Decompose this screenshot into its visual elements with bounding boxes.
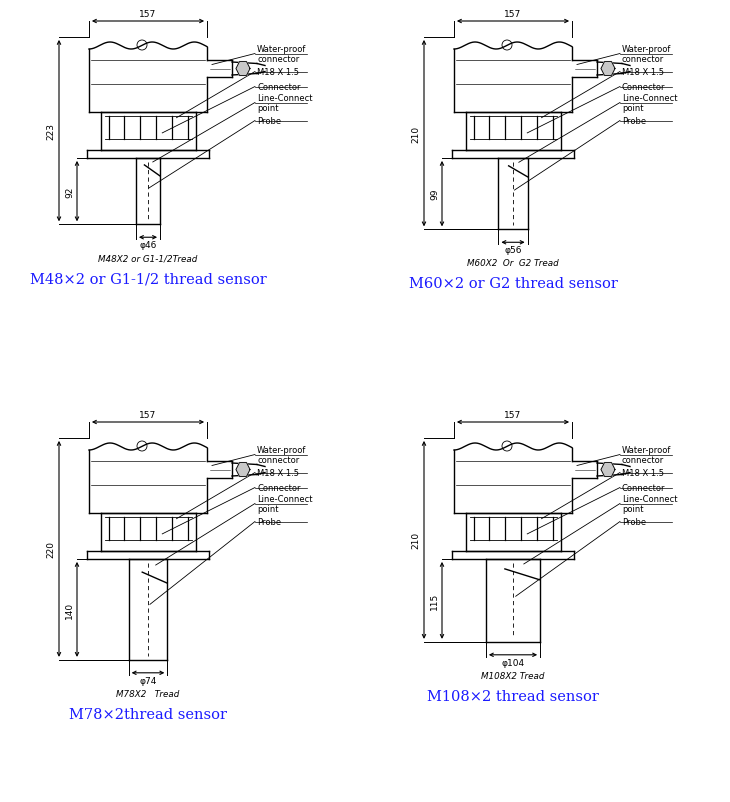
Text: Probe: Probe bbox=[257, 117, 281, 126]
Text: Water-proof
connector: Water-proof connector bbox=[622, 445, 672, 464]
Text: 210: 210 bbox=[411, 532, 420, 549]
Text: φ104: φ104 bbox=[502, 658, 525, 667]
Text: Water-proof
connector: Water-proof connector bbox=[622, 45, 672, 64]
Text: M18 X 1.5: M18 X 1.5 bbox=[257, 68, 299, 77]
Text: Line-Connect
point: Line-Connect point bbox=[622, 494, 677, 513]
Text: φ46: φ46 bbox=[139, 241, 157, 250]
Polygon shape bbox=[236, 463, 250, 477]
Text: Connector: Connector bbox=[257, 484, 301, 492]
Text: Connector: Connector bbox=[622, 83, 666, 92]
Polygon shape bbox=[236, 63, 250, 76]
Text: M60X2  Or  G2 Tread: M60X2 Or G2 Tread bbox=[467, 259, 558, 268]
Text: M78X2   Tread: M78X2 Tread bbox=[116, 689, 180, 698]
Text: Probe: Probe bbox=[257, 517, 281, 526]
Text: Connector: Connector bbox=[622, 484, 666, 492]
Text: 157: 157 bbox=[504, 10, 522, 19]
Text: M48×2 or G1-1/2 thread sensor: M48×2 or G1-1/2 thread sensor bbox=[30, 272, 266, 286]
Text: Line-Connect
point: Line-Connect point bbox=[257, 494, 312, 513]
Text: Probe: Probe bbox=[622, 517, 646, 526]
Text: 157: 157 bbox=[139, 411, 157, 419]
Text: Line-Connect
point: Line-Connect point bbox=[257, 94, 312, 113]
Text: 140: 140 bbox=[65, 601, 74, 618]
Text: M60×2 or G2 thread sensor: M60×2 or G2 thread sensor bbox=[409, 277, 618, 291]
Text: M78×2thread sensor: M78×2thread sensor bbox=[69, 707, 227, 721]
Text: M108×2 thread sensor: M108×2 thread sensor bbox=[427, 689, 599, 703]
Text: Water-proof
connector: Water-proof connector bbox=[257, 445, 307, 464]
Text: 92: 92 bbox=[65, 186, 74, 197]
Text: M108X2 Tread: M108X2 Tread bbox=[481, 671, 545, 680]
Text: M18 X 1.5: M18 X 1.5 bbox=[622, 68, 664, 77]
Text: φ74: φ74 bbox=[139, 676, 157, 685]
Text: Water-proof
connector: Water-proof connector bbox=[257, 45, 307, 64]
Text: Connector: Connector bbox=[257, 83, 301, 92]
Text: 220: 220 bbox=[46, 541, 55, 557]
Text: 99: 99 bbox=[430, 188, 439, 200]
Text: Probe: Probe bbox=[622, 117, 646, 126]
Polygon shape bbox=[601, 463, 615, 477]
Text: 157: 157 bbox=[504, 411, 522, 419]
Text: 223: 223 bbox=[46, 123, 55, 140]
Text: Line-Connect
point: Line-Connect point bbox=[622, 94, 677, 113]
Text: 210: 210 bbox=[411, 125, 420, 143]
Text: M18 X 1.5: M18 X 1.5 bbox=[257, 468, 299, 477]
Text: φ56: φ56 bbox=[504, 246, 522, 255]
Text: 157: 157 bbox=[139, 10, 157, 19]
Text: M18 X 1.5: M18 X 1.5 bbox=[622, 468, 664, 477]
Text: M48X2 or G1-1/2Tread: M48X2 or G1-1/2Tread bbox=[99, 254, 198, 263]
Text: 115: 115 bbox=[430, 592, 439, 610]
Polygon shape bbox=[601, 63, 615, 76]
